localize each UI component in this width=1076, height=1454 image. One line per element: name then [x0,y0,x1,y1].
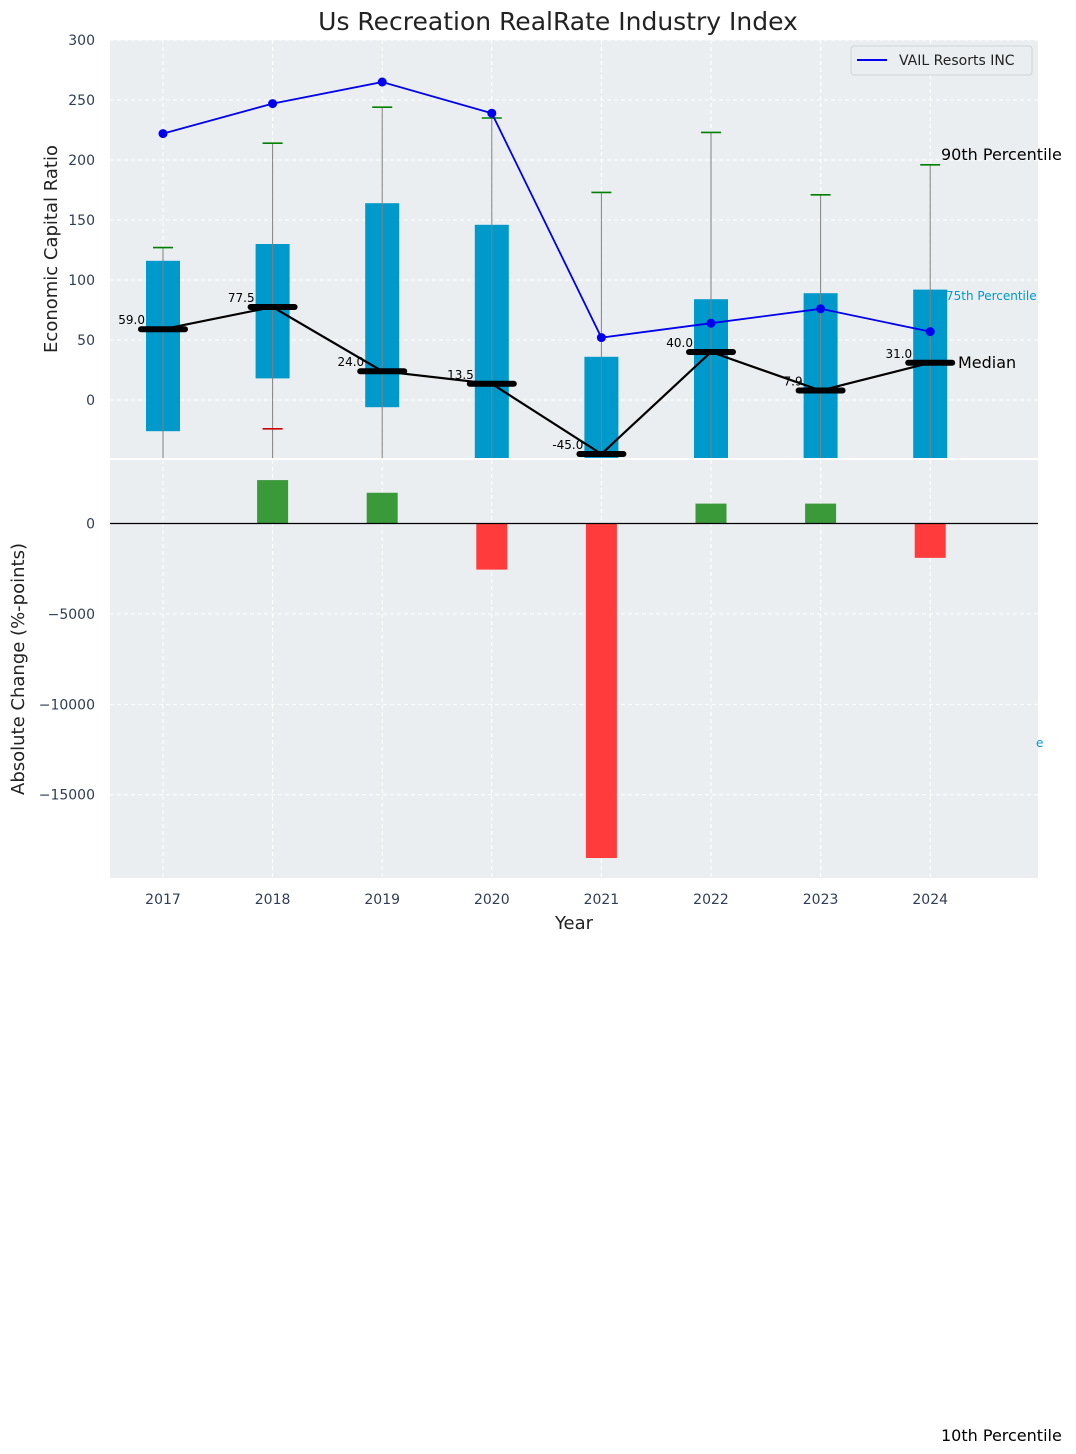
bottom-y-tick-3: −15000 [39,788,95,804]
top-y-tick-250: 250 [68,93,95,109]
top-y-tick-0: 0 [86,393,95,409]
median-line [162,305,931,456]
change-bar-2022 [695,503,727,524]
bottom-y-tick-0: 0 [86,517,95,533]
x-tick-2017: 2017 [145,892,181,908]
x-tick-labels: 2017 2018 2019 2020 2021 2022 2023 2024 [145,892,948,908]
annotation-90th-percentile: 90th Percentile [941,145,1062,164]
change-bar-2019 [366,492,398,524]
series-point-2022 [706,318,716,328]
top-y-tick-150: 150 [68,213,95,229]
median-label-2021: -45.0 [552,438,583,452]
bottom-plot-background [110,460,1038,878]
top-y-tick-300: 300 [68,33,95,49]
top-y-tick-200: 200 [68,153,95,169]
annotation-25th-percentile-fragment: e [1036,736,1043,750]
top-y-axis-label: Economic Capital Ratio [41,145,62,353]
chart-title: Us Recreation RealRate Industry Index [318,7,798,36]
legend: VAIL Resorts INC [850,45,1033,76]
median-label-2022: 40.0 [666,336,693,350]
x-tick-2022: 2022 [693,892,729,908]
x-tick-2023: 2023 [803,892,839,908]
series-point-2020 [487,108,497,118]
series-point-2018 [268,99,278,109]
change-bar-2020 [476,523,508,570]
bottom-y-tick-1: −5000 [48,607,95,623]
x-axis-label: Year [554,913,594,934]
series-line-vail [162,81,931,339]
change-bar-2021 [585,523,617,859]
bottom-y-axis-label: Absolute Change (%-points) [8,543,29,795]
x-tick-2021: 2021 [584,892,620,908]
series-point-2024 [925,327,935,337]
annotation-median: Median [958,353,1016,372]
bottom-y-tick-labels: 0 −5000 −10000 −15000 [39,517,95,804]
median-label-2018: 77.5 [228,291,255,305]
top-y-tick-50: 50 [77,333,95,349]
median-label-2017: 59.0 [118,313,145,327]
x-tick-2019: 2019 [364,892,400,908]
change-bar-2024 [914,523,946,558]
bottom-marks [110,480,1038,859]
x-tick-2018: 2018 [255,892,291,908]
top-y-tick-labels: 0 50 100 150 200 250 300 [68,33,95,409]
x-tick-2020: 2020 [474,892,510,908]
annotation-10th-percentile: 10th Percentile [941,1426,1062,1445]
legend-box [850,45,1033,76]
annotation-75th-percentile: 75th Percentile [946,289,1037,303]
median-label-2019: 24.0 [337,355,364,369]
top-marks: 59.0 77.5 24.0 13.5 -45.0 40.0 7.9 31.0 [118,77,956,458]
series-point-2021 [596,333,606,343]
series-point-2017 [158,129,168,139]
change-bar-2023 [805,503,837,524]
top-y-tick-100: 100 [68,273,95,289]
median-label-2024: 31.0 [885,347,912,361]
top-panel: 0 50 100 150 200 250 300 59.0 77.5 24.0 13.5 -45.0… [41,33,1062,458]
median-label-2020: 13.5 [447,368,474,382]
bottom-y-tick-2: −10000 [39,697,95,713]
change-bar-2018 [257,480,289,524]
legend-label-vail: VAIL Resorts INC [899,53,1015,69]
series-point-2023 [816,304,826,314]
top-plot-background [110,40,1038,458]
median-label-2023: 7.9 [784,375,803,389]
bottom-panel: 0−5000−10000−15000 2017 2018 2019 2020 2021 2… [8,460,1043,934]
x-tick-2024: 2024 [912,892,948,908]
series-point-2019 [377,77,387,87]
